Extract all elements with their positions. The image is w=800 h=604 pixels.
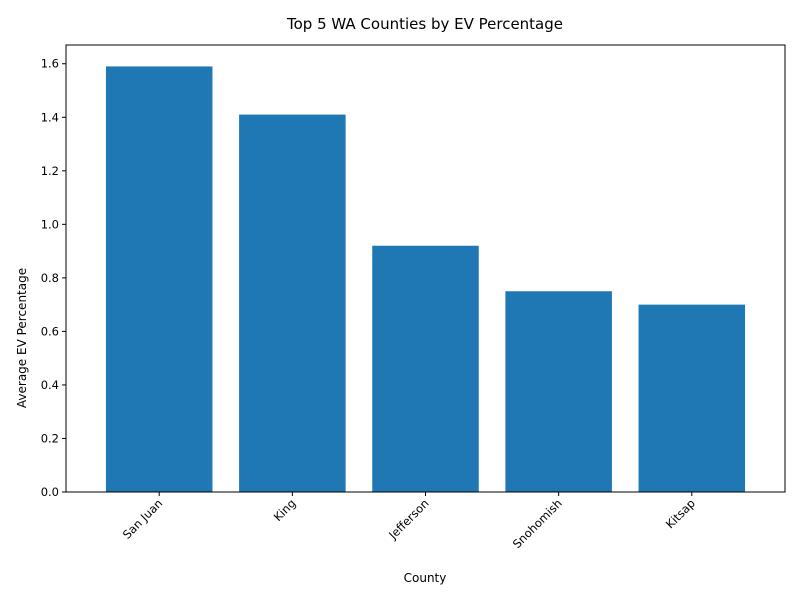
- bar-king: [239, 114, 346, 493]
- x-axis-label: County: [404, 571, 447, 585]
- y-axis: 0.0 0.2 0.4 0.6 0.8 1.0 1.2 1.4 1.6: [41, 57, 66, 499]
- bar-kitsap: [638, 304, 746, 492]
- x-tick-label: Kitsap: [663, 496, 698, 531]
- y-tick-label: 1.2: [41, 164, 59, 178]
- x-tick-label: Jefferson: [385, 496, 431, 542]
- chart-title: Top 5 WA Counties by EV Percentage: [286, 15, 563, 33]
- y-tick-label: 0.6: [41, 324, 59, 338]
- bar-san-juan: [105, 66, 213, 492]
- y-tick-label: 1.0: [41, 217, 59, 231]
- y-tick-label: 1.4: [41, 110, 59, 124]
- y-tick-label: 0.8: [41, 271, 59, 285]
- y-tick-label: 0.0: [41, 485, 59, 499]
- y-tick-label: 1.6: [41, 57, 59, 71]
- y-axis-label: Average EV Percentage: [15, 268, 29, 408]
- y-tick-label: 0.4: [41, 378, 59, 392]
- y-tick-label: 0.2: [41, 431, 59, 445]
- bar-snohomish: [505, 291, 612, 492]
- x-axis: San Juan King Jefferson Snohomish Kitsap: [120, 492, 698, 551]
- x-tick-label: San Juan: [120, 496, 165, 541]
- x-tick-label: Snohomish: [510, 496, 565, 551]
- x-tick-label: King: [271, 496, 299, 524]
- bar-jefferson: [372, 245, 479, 492]
- plot-area: [65, 44, 786, 493]
